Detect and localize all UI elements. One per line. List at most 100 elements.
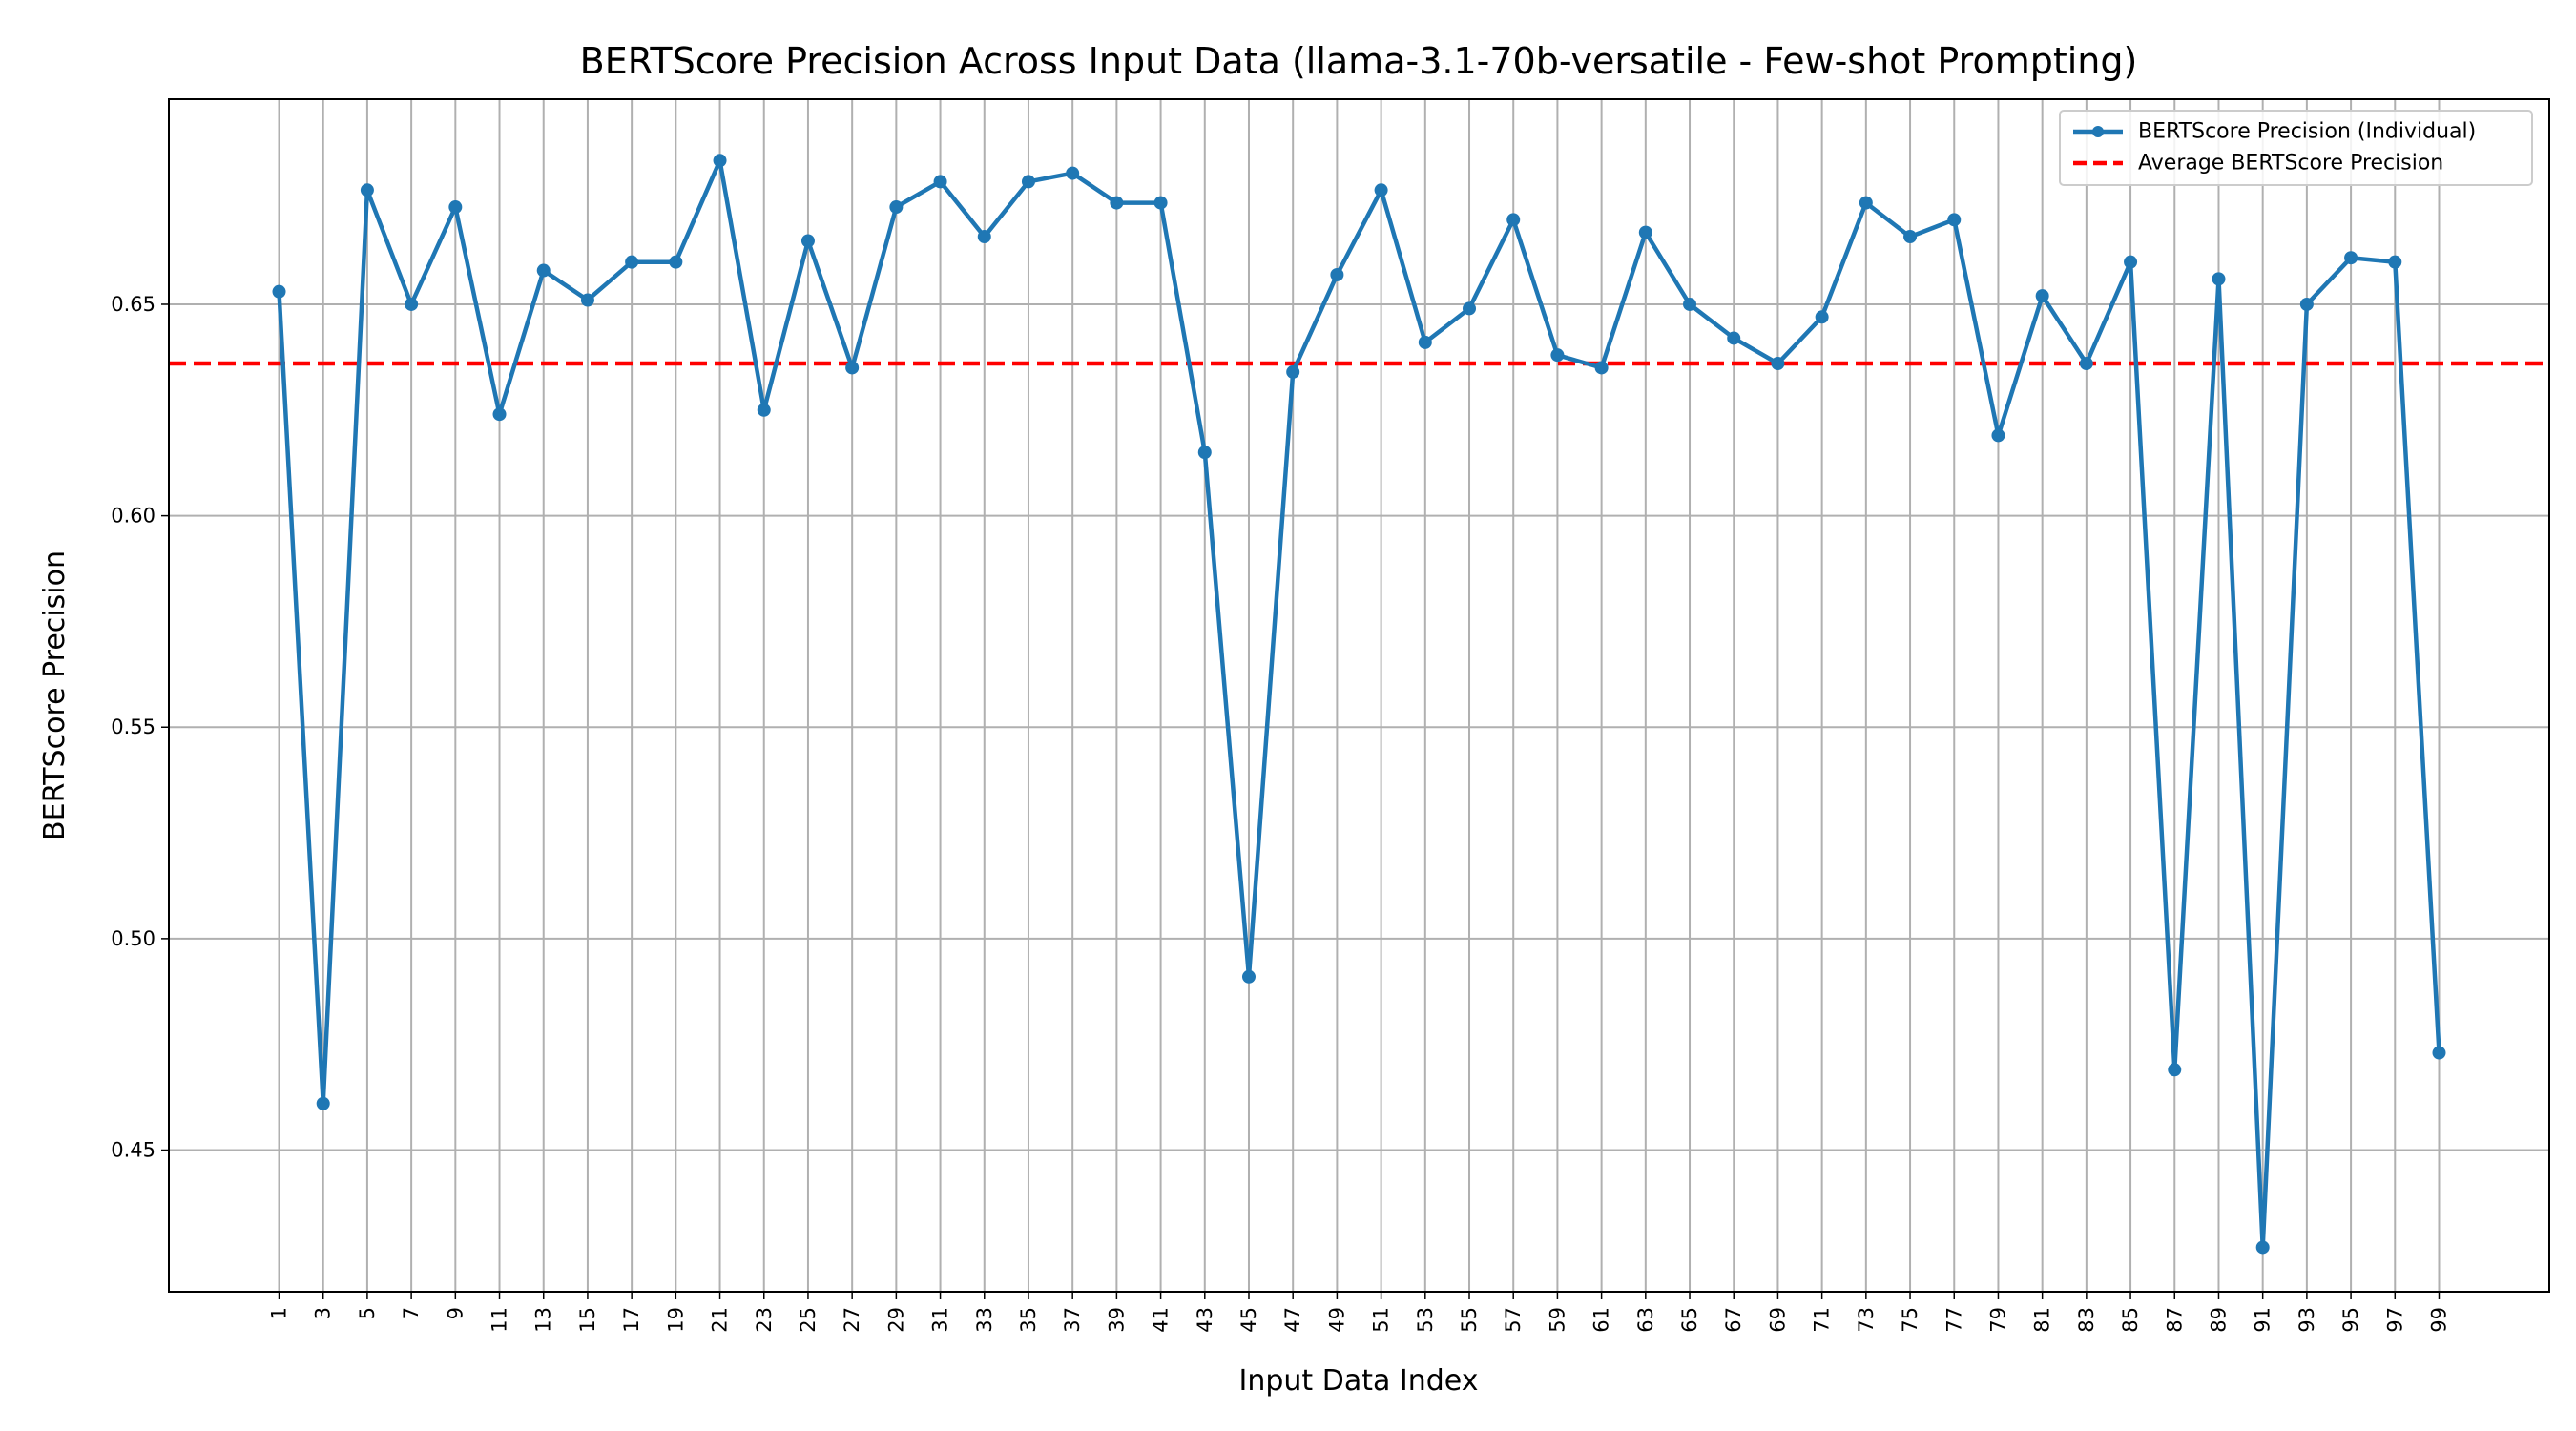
data-point [1727, 331, 1741, 345]
x-tick-label: 45 [1237, 1307, 1260, 1333]
x-tick-label: 21 [709, 1307, 732, 1333]
x-tick-label: 35 [1017, 1307, 1040, 1333]
legend-series-label: BERTScore Precision (Individual) [2138, 120, 2476, 144]
x-tick-label: 37 [1061, 1307, 1084, 1333]
data-point [977, 230, 991, 244]
data-point [1241, 969, 1256, 984]
data-point [933, 175, 947, 189]
data-point [1197, 446, 1212, 460]
data-point [1286, 364, 1300, 379]
data-point [2388, 255, 2402, 269]
x-tick-label: 79 [1986, 1307, 2009, 1333]
x-tick-label: 39 [1105, 1307, 1128, 1333]
x-tick-label: 41 [1150, 1307, 1173, 1333]
data-point [1153, 196, 1168, 210]
x-tick-label: 75 [1899, 1307, 1922, 1333]
x-tick-label: 55 [1458, 1307, 1481, 1333]
x-tick-label: 13 [532, 1307, 555, 1333]
data-point [360, 183, 374, 197]
series-line [277, 158, 2441, 1250]
data-point [1021, 175, 1035, 189]
data-point [1815, 310, 1829, 324]
x-tick-label: 27 [841, 1307, 863, 1333]
data-point [1330, 267, 1344, 281]
data-point [536, 263, 551, 278]
y-tick-label: 0.65 [111, 293, 156, 316]
data-point [669, 255, 683, 269]
x-tick-label: 9 [444, 1307, 467, 1319]
data-point [2299, 297, 2314, 311]
data-point [2168, 1063, 2182, 1077]
x-tick-label: 59 [1546, 1307, 1568, 1333]
x-tick-label: 31 [929, 1307, 952, 1333]
x-tick-label: 99 [2427, 1307, 2450, 1333]
data-point [1110, 196, 1124, 210]
data-point [272, 284, 286, 299]
data-point [448, 200, 463, 215]
x-tick-label: 85 [2119, 1307, 2142, 1333]
x-tick-label: 53 [1414, 1307, 1437, 1333]
x-tick-label: 67 [1722, 1307, 1745, 1333]
x-tick-label: 77 [1942, 1307, 1965, 1333]
data-point [845, 361, 860, 375]
x-tick-label: 89 [2207, 1307, 2230, 1333]
data-point [1066, 166, 1080, 180]
series [272, 154, 2446, 1255]
data-point [1903, 230, 1918, 244]
legend: BERTScore Precision (Individual) Average … [2059, 110, 2533, 186]
data-point [757, 403, 771, 417]
x-tick-label: 63 [1634, 1307, 1657, 1333]
x-tick-label: 65 [1678, 1307, 1701, 1333]
x-tick-label: 19 [664, 1307, 687, 1333]
data-point [889, 200, 904, 215]
x-tick-label: 7 [400, 1307, 423, 1319]
data-point [2344, 251, 2358, 265]
data-point [1991, 428, 2005, 443]
data-point [2035, 289, 2049, 303]
x-tick-label: 51 [1370, 1307, 1393, 1333]
x-tick-label: 23 [753, 1307, 776, 1333]
data-point [1683, 297, 1697, 311]
y-tick-label: 0.60 [111, 505, 156, 528]
data-point [1859, 196, 1873, 210]
x-axis-label: Input Data Index [1239, 1364, 1479, 1398]
x-tick-label: 3 [312, 1307, 335, 1319]
data-point [2079, 357, 2093, 371]
legend-average-label: Average BERTScore Precision [2138, 152, 2443, 176]
data-point [1463, 301, 1477, 316]
x-tick-label: 97 [2383, 1307, 2406, 1333]
x-tick-label: 25 [797, 1307, 820, 1333]
x-tick-label: 11 [488, 1307, 511, 1333]
data-point [580, 293, 594, 307]
data-point [713, 154, 727, 168]
y-axis-label: BERTScore Precision [38, 550, 72, 840]
data-point [1418, 335, 1432, 349]
y-tick-label: 0.55 [111, 716, 156, 738]
plot-frame [168, 98, 2550, 1293]
data-point [1374, 183, 1388, 197]
x-tick-label: 5 [356, 1307, 379, 1319]
data-point [1594, 361, 1609, 375]
data-point [2124, 255, 2138, 269]
x-tick-label: 87 [2163, 1307, 2186, 1333]
data-point [405, 297, 419, 311]
chart-title: BERTScore Precision Across Input Data (l… [580, 40, 2138, 82]
x-tick-label: 69 [1766, 1307, 1789, 1333]
data-point [2255, 1240, 2270, 1255]
x-tick-label: 71 [1811, 1307, 1834, 1333]
x-tick-label: 95 [2339, 1307, 2362, 1333]
x-tick-label: 33 [973, 1307, 996, 1333]
data-point [1947, 213, 1962, 227]
x-tick-label: 17 [620, 1307, 643, 1333]
data-point [1638, 225, 1652, 239]
x-tick-label: 47 [1281, 1307, 1304, 1333]
x-tick-label: 43 [1194, 1307, 1216, 1333]
data-point [1506, 213, 1521, 227]
data-point [1550, 348, 1565, 363]
ticks: 1 3 5 7 9 11 13 15 17 19 21 23 25 27 29 31 33 35 37 39 41 43 4… [111, 293, 2450, 1333]
data-point [1771, 357, 1785, 371]
x-tick-label: 81 [2031, 1307, 2054, 1333]
x-tick-label: 61 [1590, 1307, 1613, 1333]
